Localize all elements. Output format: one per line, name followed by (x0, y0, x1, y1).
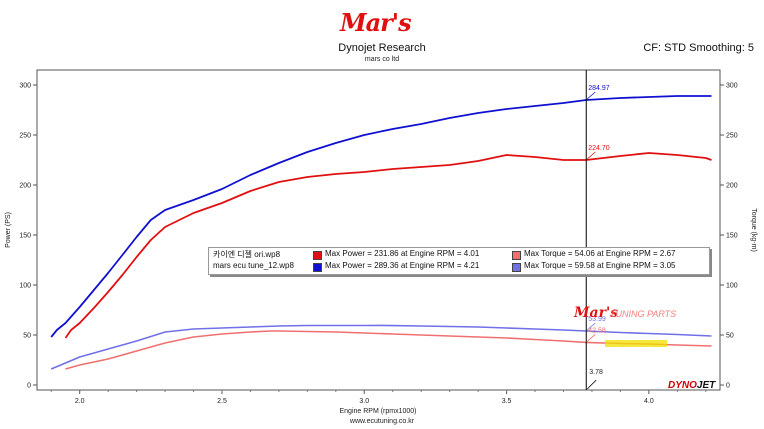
legend-swatch-ori-torque (512, 251, 521, 260)
x-tick-label: 2.0 (75, 398, 85, 405)
x-tick-label: 3.0 (359, 398, 369, 405)
cursor-rpm-label: 3.78 (589, 369, 603, 376)
x-tick-label: 4.0 (644, 398, 654, 405)
cursor-readout-ori_power: 224.70 (588, 145, 610, 152)
mars-watermark-text: TUNING PARTS (610, 309, 677, 319)
y-tick-label-left: 50 (23, 333, 31, 340)
cursor-readout-arrow (586, 151, 596, 160)
y-tick-label-right: 0 (726, 383, 730, 390)
y-tick-label-right: 50 (726, 333, 734, 340)
y-tick-label-right: 300 (726, 83, 738, 90)
y-tick-label-right: 200 (726, 183, 738, 190)
y-tick-label-right: 100 (726, 283, 738, 290)
y-ticks-right: 0 50 100 150 200 250 300 (720, 83, 738, 390)
highlight-mark (605, 340, 667, 347)
x-axis-label: Engine RPM (rpmx1000) (339, 408, 416, 415)
cursor-readout-arrow (586, 334, 596, 342)
y-tick-label-right: 150 (726, 233, 738, 240)
y-axis-label-right: Torque (kg-m) (750, 208, 757, 252)
y-ticks-left: 0 50 100 150 200 250 300 (19, 83, 37, 390)
legend-swatch-ori-power (313, 251, 322, 260)
y-tick-label-left: 100 (19, 283, 31, 290)
legend-torque-tune: Max Torque = 59.58 at Engine RPM = 3.05 (524, 261, 676, 270)
y-axis-label-left: Power (PS) (5, 212, 12, 248)
chart-title: Dynojet Research (338, 42, 426, 54)
x-tick-label: 2.5 (217, 398, 227, 405)
dynojet-logo: DYNOJET (668, 380, 716, 391)
cursor-readout-arrow (586, 91, 596, 100)
legend-row-tune: mars ecu tune_12.wp8 Max Power = 289.36 … (209, 261, 709, 273)
cursor-readout-tune_torque: 53.99 (588, 316, 606, 323)
cursor-readout-arrow (586, 322, 596, 331)
cursor-rpm-arrow (586, 379, 597, 390)
footer-url: www.ecutuning.co.kr (349, 418, 415, 425)
legend-file-ori: 카이엔 디젤 ori.wp8 (213, 250, 281, 259)
cursor-layer: 3.78 284.97 224.70 53.99 42.58 (585, 70, 610, 390)
legend-row-ori: 카이엔 디젤 ori.wp8 Max Power = 231.86 at Eng… (209, 249, 709, 261)
y-tick-label-right: 250 (726, 133, 738, 140)
legend-file-tune: mars ecu tune_12.wp8 (213, 261, 294, 270)
legend-torque-ori: Max Torque = 54.06 at Engine RPM = 2.67 (524, 249, 676, 258)
correction-factor-label: CF: STD Smoothing: 5 (643, 42, 754, 54)
legend-swatch-tune-power (313, 263, 322, 272)
y-tick-label-left: 300 (19, 83, 31, 90)
cursor-readout-tune_power: 284.97 (588, 85, 610, 92)
legend-power-tune: Max Power = 289.36 at Engine RPM = 4.21 (325, 261, 480, 270)
x-tick-label: 3.5 (502, 398, 512, 405)
mars-logo: Mar's (340, 8, 412, 37)
legend: 카이엔 디젤 ori.wp8 Max Power = 231.86 at Eng… (208, 247, 710, 275)
y-tick-label-left: 0 (27, 383, 31, 390)
y-tick-label-left: 250 (19, 133, 31, 140)
x-ticks: 2.0 2.5 3.0 3.5 4.0 (50, 390, 707, 405)
legend-power-ori: Max Power = 231.86 at Engine RPM = 4.01 (325, 249, 480, 258)
mars-watermark-logo: Mar's (574, 305, 619, 321)
y-tick-label-left: 200 (19, 183, 31, 190)
y-tick-label-left: 150 (19, 233, 31, 240)
cursor-readout-ori_torque: 42.58 (588, 327, 606, 334)
legend-swatch-tune-torque (512, 263, 521, 272)
series-line-tune_power (50, 95, 712, 338)
series-line-ori_power (64, 152, 712, 339)
chart-subtitle: mars co ltd (364, 56, 400, 63)
series-line-tune_torque (50, 324, 712, 370)
